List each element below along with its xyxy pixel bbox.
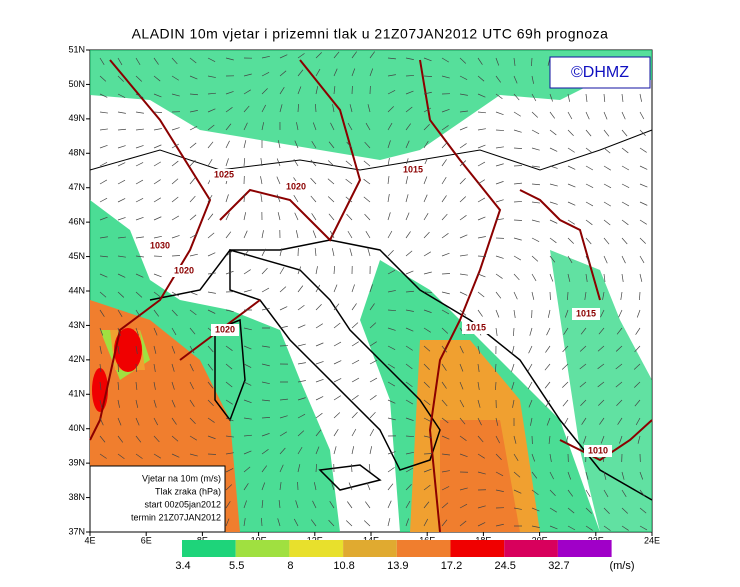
lat-label: 42N bbox=[68, 354, 85, 364]
title: ALADIN 10m vjetar i prizemni tlak u 21Z0… bbox=[132, 26, 609, 42]
logo: ©DHMZ bbox=[571, 64, 629, 81]
colorbar-label: 17.2 bbox=[441, 560, 462, 572]
lon-label: 4E bbox=[84, 535, 95, 545]
isobar-label: 1025 bbox=[214, 169, 234, 179]
legend-line: Vjetar na 10m (m/s) bbox=[142, 473, 221, 483]
colorbar-swatch bbox=[236, 540, 290, 557]
legend-line: start 00z05jan2012 bbox=[144, 499, 221, 509]
colorbar-unit: (m/s) bbox=[609, 560, 634, 572]
colorbar-label: 3.4 bbox=[175, 560, 190, 572]
lat-label: 46N bbox=[68, 217, 85, 227]
lat-label: 37N bbox=[68, 526, 85, 536]
lat-label: 40N bbox=[68, 423, 85, 433]
lat-label: 47N bbox=[68, 182, 85, 192]
colorbar-swatch bbox=[558, 540, 612, 557]
isobar-label: 1010 bbox=[588, 445, 608, 455]
lon-label: 24E bbox=[644, 535, 660, 545]
colorbar-swatch bbox=[397, 540, 451, 557]
colorbar-swatch bbox=[289, 540, 343, 557]
lat-label: 49N bbox=[68, 113, 85, 123]
colorbar-label: 13.9 bbox=[387, 560, 408, 572]
isobar-label: 1015 bbox=[576, 308, 596, 318]
isobar-label: 1020 bbox=[215, 324, 235, 334]
lat-label: 51N bbox=[68, 44, 85, 54]
lat-label: 44N bbox=[68, 285, 85, 295]
colorbar-label: 10.8 bbox=[333, 560, 354, 572]
colorbar-swatch bbox=[504, 540, 558, 557]
lat-label: 41N bbox=[68, 389, 85, 399]
isobar-label: 1020 bbox=[286, 181, 306, 191]
colorbar-label: 24.5 bbox=[494, 560, 515, 572]
colorbar-label: 8 bbox=[287, 560, 293, 572]
isobar-label: 1015 bbox=[403, 164, 423, 174]
isobar-label: 1020 bbox=[174, 265, 194, 275]
legend-line: Tlak zraka (hPa) bbox=[155, 486, 221, 496]
lat-label: 43N bbox=[68, 320, 85, 330]
lat-label: 50N bbox=[68, 79, 85, 89]
colorbar-swatch bbox=[343, 540, 397, 557]
lon-label: 6E bbox=[141, 535, 152, 545]
lat-label: 48N bbox=[68, 148, 85, 158]
lat-label: 38N bbox=[68, 492, 85, 502]
colorbar-label: 5.5 bbox=[229, 560, 244, 572]
legend-line: termin 21Z07JAN2012 bbox=[131, 512, 221, 522]
isobar-label: 1015 bbox=[466, 322, 486, 332]
lat-label: 45N bbox=[68, 251, 85, 261]
colorbar-swatch bbox=[451, 540, 505, 557]
isobar-label: 1030 bbox=[150, 240, 170, 250]
colorbar-swatch bbox=[182, 540, 236, 557]
colorbar-label: 32.7 bbox=[548, 560, 569, 572]
lat-label: 39N bbox=[68, 458, 85, 468]
map bbox=[90, 50, 652, 532]
